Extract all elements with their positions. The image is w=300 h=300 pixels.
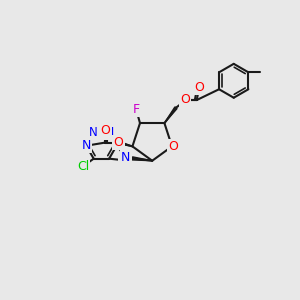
Text: O: O bbox=[100, 124, 110, 137]
Text: O: O bbox=[114, 136, 124, 149]
Text: N: N bbox=[121, 151, 130, 164]
Text: F: F bbox=[133, 103, 140, 116]
Text: Cl: Cl bbox=[77, 160, 89, 173]
Polygon shape bbox=[132, 157, 152, 161]
Text: N: N bbox=[119, 154, 129, 167]
Text: O: O bbox=[194, 81, 204, 94]
Text: N: N bbox=[104, 125, 114, 139]
Polygon shape bbox=[118, 141, 132, 146]
Text: N: N bbox=[81, 139, 91, 152]
Text: N: N bbox=[89, 125, 98, 139]
Text: O: O bbox=[169, 140, 178, 153]
Text: O: O bbox=[180, 93, 190, 106]
Polygon shape bbox=[164, 107, 177, 123]
